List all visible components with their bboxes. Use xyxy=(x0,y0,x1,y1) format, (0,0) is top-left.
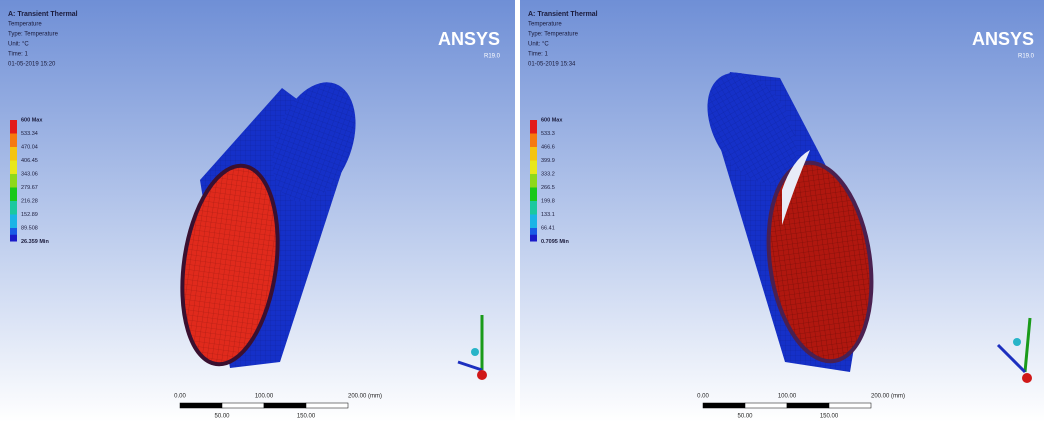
header-title: A: Transient Thermal xyxy=(8,11,78,18)
legend-swatch xyxy=(10,201,17,215)
legend-swatch xyxy=(10,161,17,175)
scale-label: 200.00 (mm) xyxy=(348,394,382,400)
logo-name: ANSYS xyxy=(972,29,1034,49)
scale-label: 50.00 xyxy=(214,414,230,420)
page: A: Transient Thermal Temperature Type: Tem… xyxy=(0,0,1044,422)
header-title: A: Transient Thermal xyxy=(528,11,598,18)
legend-swatch xyxy=(530,161,537,175)
legend-swatch xyxy=(530,147,537,161)
scale-bar-segment xyxy=(745,403,787,408)
scale-bar-segment xyxy=(264,403,306,408)
scale-bar-segment xyxy=(787,403,829,408)
legend-swatch xyxy=(10,235,17,242)
legend-swatch xyxy=(10,188,17,202)
legend-label: 266.5 xyxy=(541,185,555,191)
scale-bar-segment xyxy=(829,403,871,408)
legend-label: 279.67 xyxy=(21,185,38,191)
scale-label: 150.00 xyxy=(820,414,839,420)
logo-version: R19.0 xyxy=(484,54,501,60)
header-line: Temperature xyxy=(8,22,42,28)
legend-label: 199.8 xyxy=(541,198,555,204)
scale-label: 100.00 xyxy=(255,394,274,400)
legend-label: 66.41 xyxy=(541,225,555,231)
legend-label: 0.7095 Min xyxy=(541,239,569,245)
legend-swatch xyxy=(10,215,17,229)
header-line: Time: 1 xyxy=(8,52,28,58)
scale-bar-segment xyxy=(180,403,222,408)
legend-label: 600 Max xyxy=(21,117,43,123)
scale-label: 100.00 xyxy=(778,394,797,400)
divider xyxy=(515,0,520,422)
logo-name: ANSYS xyxy=(438,29,500,49)
legend-swatch xyxy=(10,147,17,161)
legend-label: 406.45 xyxy=(21,158,38,164)
scale-label: 0.00 xyxy=(697,394,709,400)
legend-swatch xyxy=(530,215,537,229)
header-line: 01-05-2019 15:34 xyxy=(528,62,576,68)
scale-bar-segment xyxy=(703,403,745,408)
legend-label: 466.6 xyxy=(541,144,555,150)
logo-version: R19.0 xyxy=(1018,54,1035,60)
scale-label: 200.00 (mm) xyxy=(871,394,905,400)
legend-swatch xyxy=(10,134,17,148)
scale-label: 150.00 xyxy=(297,414,316,420)
legend-swatch xyxy=(530,235,537,242)
legend-swatch xyxy=(530,174,537,188)
screenshot: A: Transient Thermal Temperature Type: Tem… xyxy=(0,0,1044,422)
scale-label: 50.00 xyxy=(737,414,753,420)
legend-label: 333.2 xyxy=(541,171,555,177)
legend-swatch xyxy=(10,174,17,188)
viewport-left: A: Transient Thermal Temperature Type: Tem… xyxy=(0,0,515,422)
legend-swatch xyxy=(530,201,537,215)
legend-label: 133.1 xyxy=(541,212,555,218)
legend-label: 470.04 xyxy=(21,144,38,150)
header-line: 01-05-2019 15:20 xyxy=(8,62,56,68)
legend-label: 600 Max xyxy=(541,117,563,123)
header-line: Type: Temperature xyxy=(528,32,579,38)
header-line: Unit: °C xyxy=(8,42,29,48)
legend-swatch xyxy=(530,120,537,134)
legend-label: 399.9 xyxy=(541,158,555,164)
legend-swatch xyxy=(530,188,537,202)
legend-label: 533.3 xyxy=(541,131,555,137)
scale-label: 0.00 xyxy=(174,394,186,400)
header-line: Time: 1 xyxy=(528,52,548,58)
viewport-right: A: Transient Thermal Temperature Type: Tem… xyxy=(520,0,1044,422)
header-line: Unit: °C xyxy=(528,42,549,48)
legend-label: 89.508 xyxy=(21,225,38,231)
legend-label: 343.06 xyxy=(21,171,38,177)
legend-label: 26.359 Min xyxy=(21,239,49,245)
legend-label: 152.89 xyxy=(21,212,38,218)
scale-bar-segment xyxy=(222,403,264,408)
legend-label: 216.28 xyxy=(21,198,38,204)
legend-swatch xyxy=(10,120,17,134)
header-line: Temperature xyxy=(528,22,562,28)
header-line: Type: Temperature xyxy=(8,32,59,38)
legend-label: 533.34 xyxy=(21,131,38,137)
legend-swatch xyxy=(530,134,537,148)
scale-bar-segment xyxy=(306,403,348,408)
